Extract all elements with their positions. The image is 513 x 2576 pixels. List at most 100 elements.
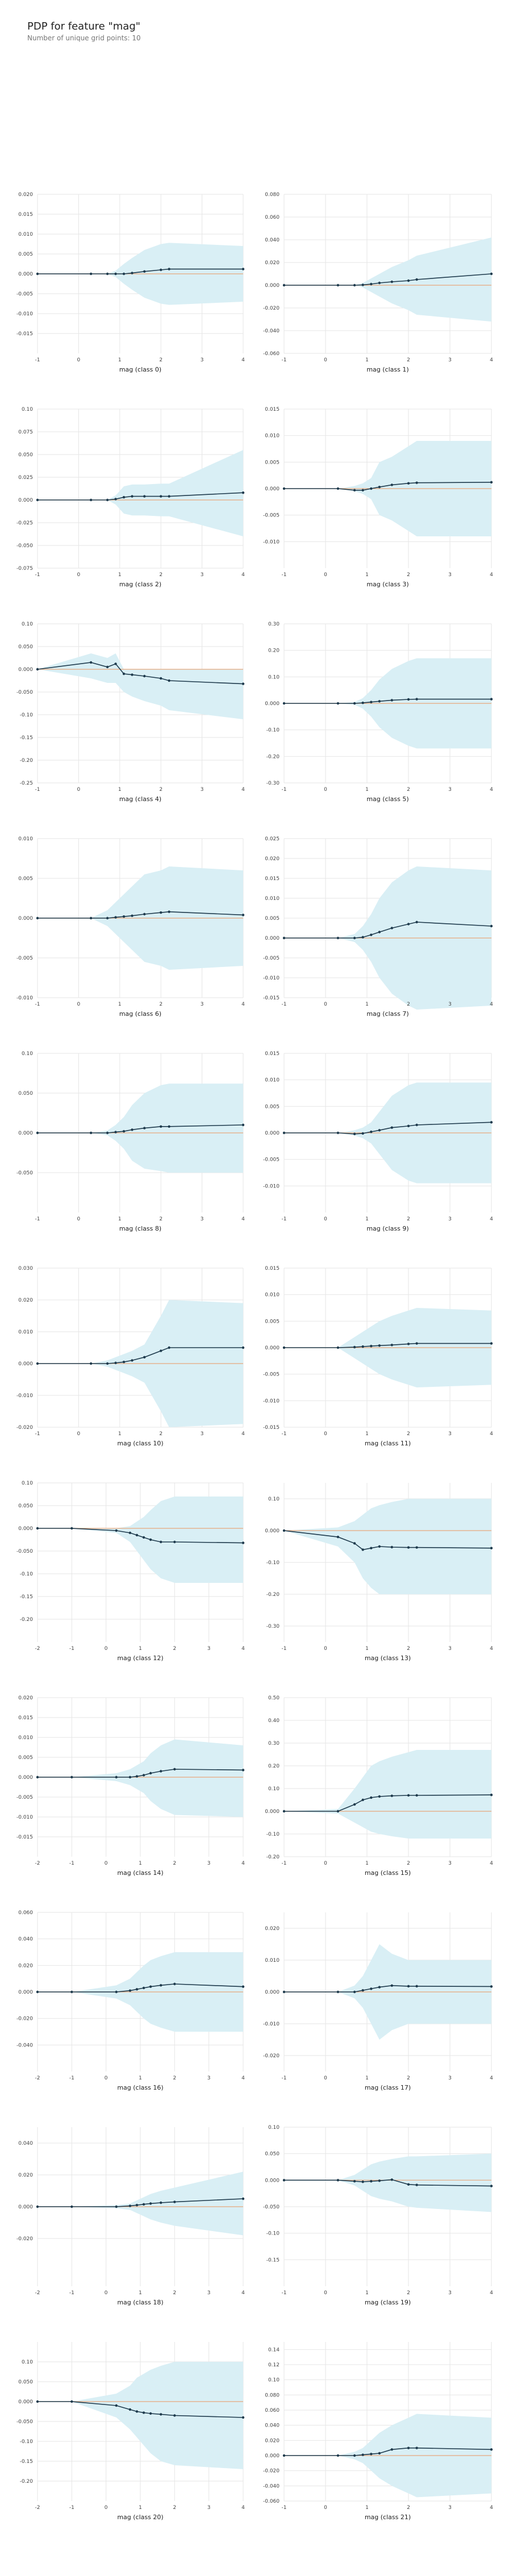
- pdp-point: [128, 2204, 132, 2207]
- x-tick-label: 2: [159, 787, 162, 793]
- pdp-point: [415, 2183, 418, 2186]
- y-tick-label: -0.050: [16, 1170, 33, 1176]
- pdp-point: [282, 487, 286, 490]
- y-tick-label: -0.020: [16, 1425, 33, 1431]
- x-axis-label: mag (class 18): [117, 2299, 163, 2306]
- pdp-point: [378, 1344, 381, 1347]
- x-tick-label: 3: [207, 1861, 211, 1866]
- y-tick-label: -0.075: [16, 566, 33, 572]
- pdp-point: [336, 1810, 340, 1813]
- x-tick-label: 3: [448, 2290, 452, 2296]
- pdp-point: [70, 1990, 73, 1994]
- pdp-line: [37, 2401, 244, 2418]
- y-tick-label: 0.000: [265, 486, 280, 492]
- x-tick-label: 1: [365, 2075, 369, 2081]
- confidence-band: [37, 450, 243, 536]
- y-tick-label: 0.50: [268, 1695, 280, 1701]
- y-tick-label: 0.005: [265, 916, 280, 922]
- x-tick-label: 1: [118, 572, 122, 578]
- x-tick-label: -1: [282, 1646, 287, 1652]
- x-tick-label: 4: [241, 2505, 245, 2511]
- y-tick-label: -0.15: [266, 2257, 280, 2263]
- pdp-point: [415, 1546, 418, 1549]
- x-tick-label: 0: [324, 2505, 327, 2511]
- pdp-point: [135, 1775, 139, 1778]
- y-tick-label: 0.14: [268, 2347, 280, 2353]
- x-tick-label: 1: [365, 1861, 369, 1866]
- y-tick-label: 0.050: [18, 1091, 33, 1097]
- pdp-point: [490, 2185, 493, 2187]
- pdp-line: [37, 1983, 244, 1993]
- x-tick-label: 3: [207, 1646, 211, 1652]
- x-tick-label: 0: [77, 1002, 81, 1007]
- pdp-point: [241, 1985, 245, 1988]
- x-tick-label: 3: [201, 787, 204, 793]
- y-tick-label: -0.20: [266, 1592, 280, 1598]
- x-tick-label: 3: [207, 2290, 211, 2296]
- y-tick-label: 0.010: [18, 232, 33, 237]
- y-tick-label: 0.000: [265, 1809, 280, 1815]
- y-tick-label: 0.010: [265, 1958, 280, 1964]
- x-tick-label: 2: [173, 2075, 176, 2081]
- pdp-point: [131, 914, 134, 918]
- pdp-point: [370, 1547, 373, 1549]
- y-tick-label: -0.20: [20, 1617, 34, 1623]
- pdp-point: [353, 1542, 356, 1545]
- pdp-panel-class-12: -2 -1 0 1 2 3 4 -0.20 -0.15 -0.10 -0.050 0.000 0.050…: [16, 1481, 245, 1662]
- pdp-panel-class-14: -2 -1 0 1 2 3 4 -0.015 -0.010 -0.005 0.000 0.005 0.0…: [16, 1695, 245, 1877]
- pdp-point: [353, 1803, 356, 1806]
- pdp-line: [37, 1347, 243, 1364]
- pdp-point: [336, 1346, 340, 1349]
- pdp-point: [160, 911, 162, 914]
- pdp-point: [122, 1130, 126, 1133]
- pdp-point: [36, 1990, 39, 1994]
- y-tick-label: 0.000: [18, 2204, 33, 2210]
- pdp-point: [168, 679, 170, 682]
- y-tick-label: -0.10: [20, 2439, 34, 2445]
- pdp-point: [89, 1131, 93, 1135]
- pdp-point: [361, 1989, 364, 1992]
- pdp-point: [135, 1988, 139, 1991]
- pdp-point: [378, 2179, 381, 2182]
- y-tick-label: -0.20: [266, 754, 280, 760]
- pdp-point: [115, 2404, 118, 2407]
- y-tick-label: 0.000: [265, 2453, 280, 2459]
- y-tick-label: -0.15: [20, 1594, 33, 1600]
- y-tick-label: -0.040: [263, 328, 280, 334]
- pdp-point: [160, 268, 162, 272]
- pdp-point: [114, 662, 117, 665]
- pdp-point: [353, 489, 356, 491]
- pdp-point: [282, 1810, 286, 1813]
- y-tick-label: 0.10: [22, 2360, 33, 2365]
- pdp-point: [390, 2178, 393, 2181]
- x-tick-label: 2: [407, 572, 410, 578]
- pdp-point: [370, 1130, 373, 1133]
- x-tick-label: 0: [105, 2505, 108, 2511]
- pdp-point: [361, 1132, 364, 1135]
- y-tick-label: -0.005: [263, 1157, 280, 1163]
- x-tick-label: 2: [407, 2290, 410, 2296]
- x-tick-label: 2: [173, 2290, 176, 2296]
- x-tick-label: 3: [448, 2075, 452, 2081]
- y-tick-label: 0.010: [265, 433, 280, 439]
- y-tick-label: -0.015: [16, 331, 33, 337]
- x-tick-label: 0: [324, 572, 327, 578]
- pdp-point: [142, 1774, 145, 1777]
- pdp-panel-class-4: -1 0 1 2 3 4 -0.25 -0.20 -0.15 -0.10 -0.050 0.000 0.…: [16, 622, 245, 803]
- x-tick-label: 2: [173, 1861, 176, 1866]
- y-tick-label: 0.000: [18, 498, 33, 503]
- y-tick-label: -0.020: [16, 2236, 33, 2242]
- pdp-point: [142, 2411, 145, 2414]
- pdp-point: [241, 914, 245, 916]
- pdp-point: [160, 1125, 162, 1128]
- x-tick-label: 2: [407, 1002, 410, 1007]
- pdp-point: [36, 1362, 39, 1365]
- pdp-point: [407, 1343, 410, 1345]
- x-tick-label: 1: [118, 1216, 122, 1222]
- pdp-point: [143, 912, 146, 916]
- pdp-point: [407, 698, 410, 701]
- pdp-point: [353, 1132, 356, 1136]
- y-tick-label: 0.060: [265, 215, 280, 220]
- y-tick-label: -0.30: [266, 1624, 280, 1629]
- pdp-point: [241, 1123, 245, 1127]
